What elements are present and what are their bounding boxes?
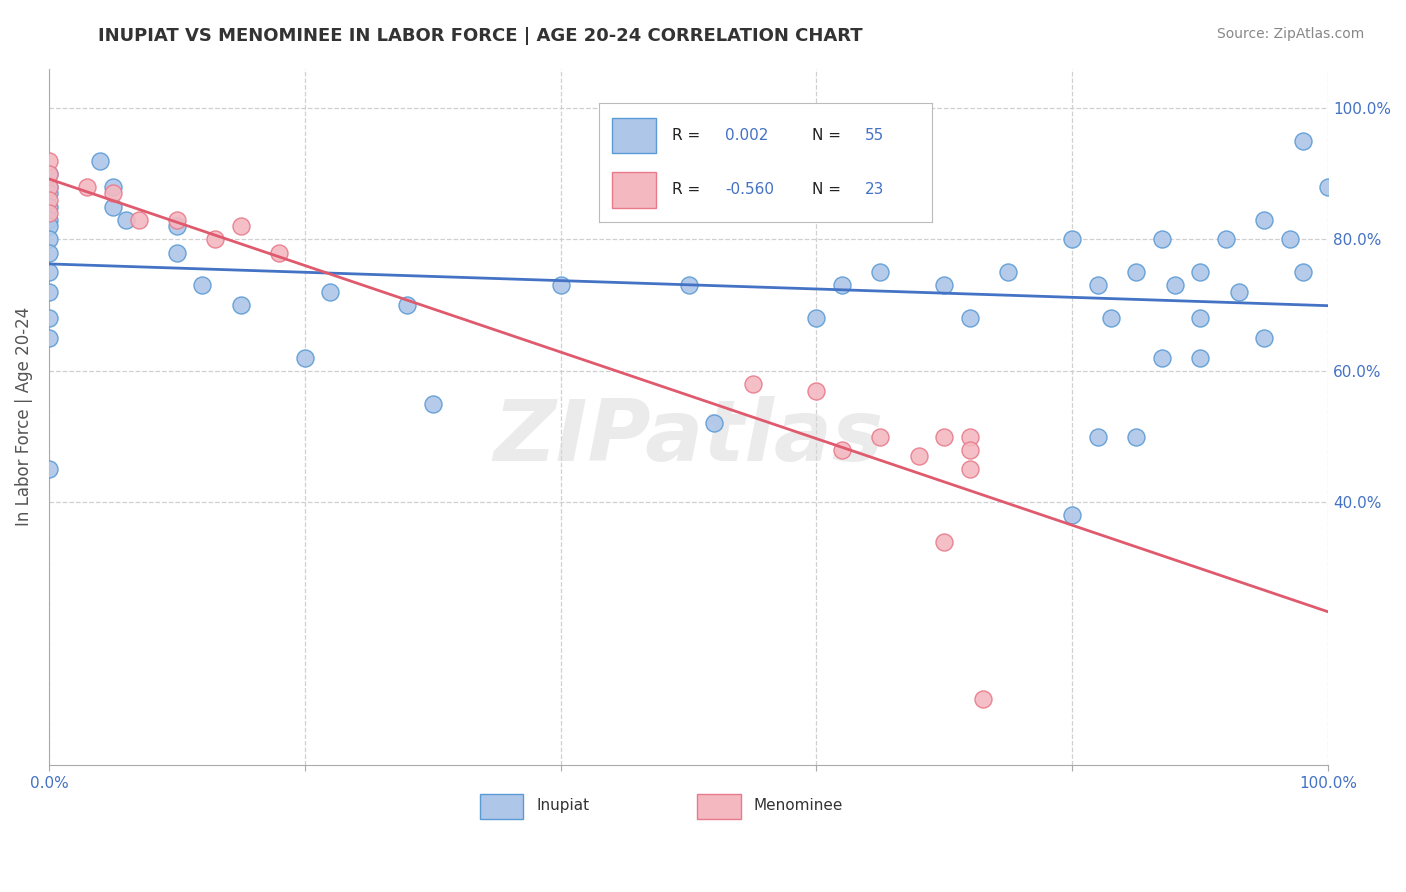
Point bbox=[869, 429, 891, 443]
Point bbox=[869, 265, 891, 279]
Point bbox=[101, 186, 124, 201]
Point bbox=[38, 331, 60, 345]
Point bbox=[38, 167, 60, 181]
Point bbox=[703, 417, 725, 431]
Point bbox=[38, 206, 60, 220]
Text: Source: ZipAtlas.com: Source: ZipAtlas.com bbox=[1216, 27, 1364, 41]
Point bbox=[166, 212, 188, 227]
Point bbox=[907, 449, 929, 463]
Point bbox=[1253, 212, 1275, 227]
Point bbox=[204, 232, 226, 246]
Point bbox=[114, 212, 136, 227]
Point bbox=[741, 376, 763, 391]
Point bbox=[229, 298, 252, 312]
Point bbox=[959, 429, 981, 443]
Point bbox=[934, 534, 956, 549]
Point bbox=[972, 692, 994, 706]
Point bbox=[959, 311, 981, 326]
Point bbox=[89, 153, 111, 168]
Point bbox=[422, 397, 444, 411]
Point bbox=[38, 200, 60, 214]
Point bbox=[38, 311, 60, 326]
Point bbox=[1291, 265, 1313, 279]
Point bbox=[1125, 265, 1147, 279]
Point bbox=[831, 278, 853, 293]
Point bbox=[1189, 265, 1212, 279]
Point bbox=[1062, 508, 1084, 523]
Point bbox=[1215, 232, 1237, 246]
Point bbox=[1099, 311, 1122, 326]
Point bbox=[38, 245, 60, 260]
Point bbox=[1317, 179, 1340, 194]
Point bbox=[1150, 232, 1173, 246]
Point bbox=[396, 298, 419, 312]
Point bbox=[1278, 232, 1301, 246]
Point bbox=[38, 462, 60, 476]
Point bbox=[678, 278, 700, 293]
Point bbox=[1189, 311, 1212, 326]
Point bbox=[38, 179, 60, 194]
Point bbox=[101, 200, 124, 214]
Point bbox=[38, 167, 60, 181]
Point bbox=[38, 193, 60, 207]
Point bbox=[166, 219, 188, 234]
Point bbox=[1087, 429, 1109, 443]
Point bbox=[38, 212, 60, 227]
Point bbox=[128, 212, 150, 227]
Point bbox=[550, 278, 572, 293]
Point bbox=[191, 278, 214, 293]
Text: INUPIAT VS MENOMINEE IN LABOR FORCE | AGE 20-24 CORRELATION CHART: INUPIAT VS MENOMINEE IN LABOR FORCE | AG… bbox=[98, 27, 863, 45]
Point bbox=[319, 285, 342, 299]
Point bbox=[101, 179, 124, 194]
Point bbox=[1125, 429, 1147, 443]
Point bbox=[1150, 351, 1173, 365]
Point bbox=[934, 429, 956, 443]
Y-axis label: In Labor Force | Age 20-24: In Labor Force | Age 20-24 bbox=[15, 307, 32, 526]
Point bbox=[1062, 232, 1084, 246]
Text: ZIPatlas: ZIPatlas bbox=[494, 396, 884, 479]
Point bbox=[229, 219, 252, 234]
Point bbox=[38, 219, 60, 234]
Point bbox=[1291, 134, 1313, 148]
Point bbox=[1087, 278, 1109, 293]
Point bbox=[1253, 331, 1275, 345]
Point bbox=[806, 384, 828, 398]
Point bbox=[806, 311, 828, 326]
Point bbox=[38, 153, 60, 168]
Point bbox=[1227, 285, 1250, 299]
Point bbox=[959, 462, 981, 476]
Point bbox=[166, 245, 188, 260]
Point bbox=[959, 442, 981, 457]
Point bbox=[76, 179, 98, 194]
Point bbox=[934, 278, 956, 293]
Point bbox=[1163, 278, 1185, 293]
Point bbox=[38, 265, 60, 279]
Point bbox=[831, 442, 853, 457]
Point bbox=[269, 245, 291, 260]
Point bbox=[38, 186, 60, 201]
Point bbox=[38, 232, 60, 246]
Point bbox=[38, 179, 60, 194]
Point bbox=[294, 351, 316, 365]
Point bbox=[997, 265, 1019, 279]
Point bbox=[38, 285, 60, 299]
Point bbox=[1189, 351, 1212, 365]
